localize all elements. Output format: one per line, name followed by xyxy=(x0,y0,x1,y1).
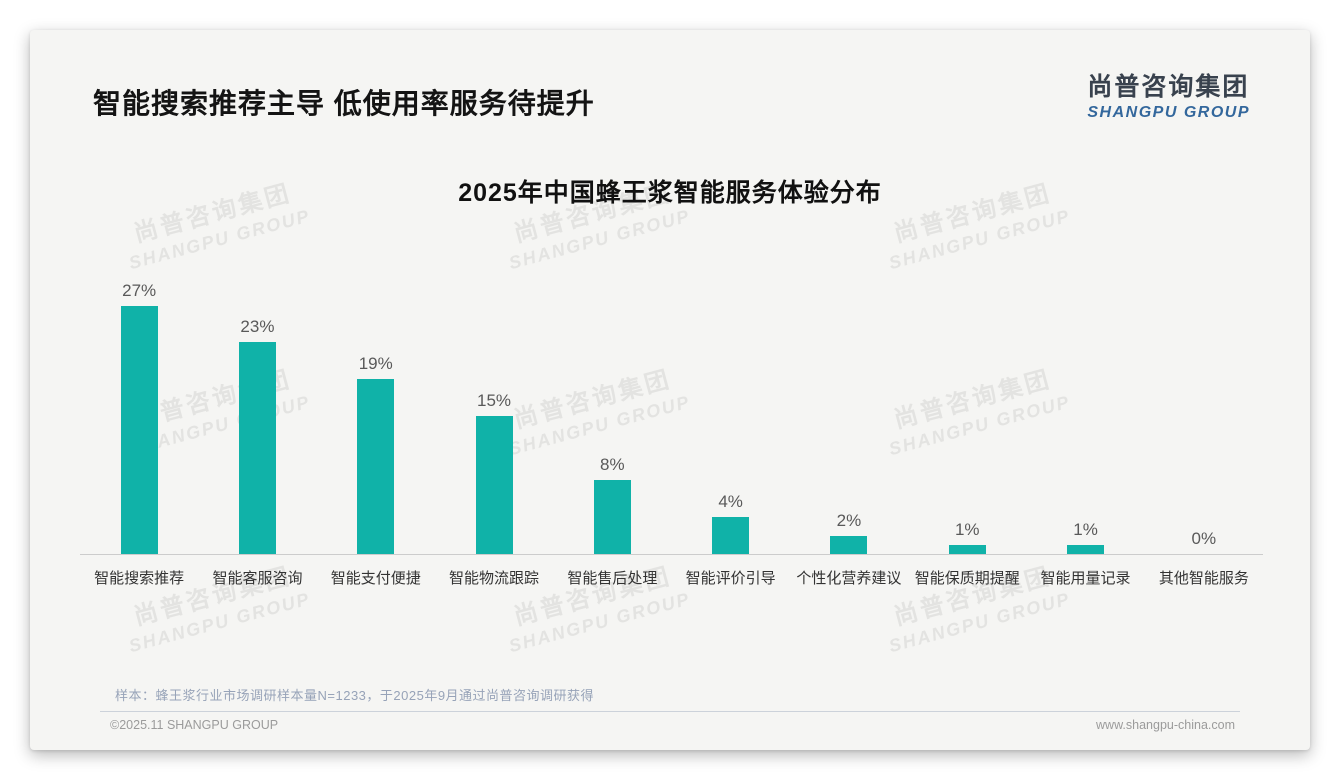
bar-rect xyxy=(593,480,631,554)
bar-category-label: 智能搜索推荐 xyxy=(94,570,185,587)
bar-column: 15% xyxy=(435,244,553,554)
bar-column: 19% xyxy=(317,244,435,554)
website-url: www.shangpu-china.com xyxy=(1096,718,1235,732)
slide-card: 尚普咨询集团 SHANGPU GROUP 尚普咨询集团 SHANGPU GROUP 尚普… xyxy=(30,30,1310,750)
bar-column: 1% xyxy=(908,244,1026,554)
bar-value-label: 4% xyxy=(718,492,743,512)
bar-rect xyxy=(830,535,868,554)
chart-plot-bars: 27% 23% 19% 15% 8% 4% 2% 1% 1% 0% xyxy=(80,244,1263,555)
bar-rect xyxy=(357,379,395,554)
bar-value-label: 1% xyxy=(1073,519,1098,539)
bar-category-label: 智能用量记录 xyxy=(1040,570,1131,587)
bar-rect xyxy=(238,342,276,554)
bar-category-label: 智能评价引导 xyxy=(685,570,776,587)
bar-value-label: 19% xyxy=(358,354,393,374)
bar-rect xyxy=(475,416,513,554)
bar-value-label: 1% xyxy=(954,519,980,539)
chart-title: 2025年中国蜂王浆智能服务体验分布 xyxy=(458,179,882,207)
company-logo: 尚普咨询集团 SHANGPU GROUP xyxy=(1087,73,1250,122)
logo-english-text: SHANGPU GROUP xyxy=(1087,103,1250,121)
bar-column: 8% xyxy=(553,244,671,554)
bar-column: 2% xyxy=(790,244,908,554)
bar-value-label: 0% xyxy=(1191,529,1217,548)
bar-column: 1% xyxy=(1026,244,1144,554)
bar-column: 27% xyxy=(80,244,198,554)
bar-rect xyxy=(712,517,750,554)
bar-category-label: 智能支付便捷 xyxy=(330,570,421,587)
bar-rect xyxy=(948,544,986,554)
bar-column: 23% xyxy=(198,244,316,554)
bar-category-label: 个性化营养建议 xyxy=(796,570,902,587)
bar-value-label: 27% xyxy=(122,280,157,300)
bar-rect xyxy=(120,305,158,554)
bar-column: 0% xyxy=(1145,244,1263,554)
logo-chinese-text: 尚普咨询集团 xyxy=(1087,73,1250,101)
page-title: 智能搜索推荐主导 低使用率服务待提升 xyxy=(93,88,595,119)
copyright-text: ©2025.11 SHANGPU GROUP xyxy=(110,718,279,732)
bar-value-label: 15% xyxy=(477,391,512,410)
bar-category-label: 智能售后处理 xyxy=(567,570,658,587)
slide-footer: ©2025.11 SHANGPU GROUP www.shangpu-china… xyxy=(110,718,1235,732)
bar-rect xyxy=(1067,544,1105,554)
slide-header: 智能搜索推荐主导 低使用率服务待提升 尚普咨询集团 SHANGPU GROUP xyxy=(93,73,1250,122)
bar-category-label: 智能物流跟踪 xyxy=(449,570,540,587)
bar-value-label: 2% xyxy=(836,510,862,530)
bar-column: 4% xyxy=(671,244,789,554)
bar-category-label: 智能保质期提醒 xyxy=(914,570,1020,587)
sample-note: 样本：蜂王浆行业市场调研样本量N=1233，于2025年9月通过尚普咨询调研获得 xyxy=(115,688,595,703)
footer-divider xyxy=(100,711,1240,712)
chart-category-row: 智能搜索推荐 智能客服咨询 智能支付便捷 智能物流跟踪 智能售后处理 智能评价引导 个性化营… xyxy=(80,567,1263,588)
bar-value-label: 8% xyxy=(600,455,625,475)
bar-value-label: 23% xyxy=(240,317,275,337)
bar-category-label: 其他智能服务 xyxy=(1158,570,1249,587)
bar-category-label: 智能客服咨询 xyxy=(212,570,303,587)
